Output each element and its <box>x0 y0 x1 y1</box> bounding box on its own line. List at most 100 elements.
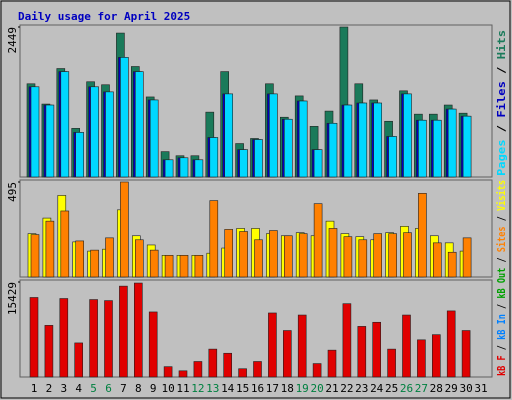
x-tick-label: 3 <box>60 382 67 395</box>
bar <box>193 361 203 378</box>
legend-entry: Pages <box>495 140 508 177</box>
bar <box>432 119 442 178</box>
bar <box>312 363 322 378</box>
bar <box>388 233 397 278</box>
legend: Pages / Files / Hits <box>495 30 508 176</box>
bar <box>254 139 263 178</box>
bar <box>418 193 427 278</box>
bar <box>149 249 159 278</box>
bar <box>297 314 307 378</box>
bar <box>30 234 40 278</box>
bar <box>402 314 411 378</box>
x-tick-label: 31 <box>474 382 487 395</box>
bar <box>223 352 232 378</box>
y-tick-label: 15429 <box>6 282 19 315</box>
bar <box>358 102 368 178</box>
x-tick-label: 5 <box>90 382 97 395</box>
legend-entry: kB In <box>495 314 508 340</box>
bar <box>298 233 308 278</box>
bar <box>254 239 263 278</box>
x-tick-label: 28 <box>430 382 443 395</box>
bar <box>417 339 426 378</box>
x-tick-label: 9 <box>150 382 157 395</box>
x-tick-label: 17 <box>266 382 279 395</box>
bar <box>59 298 69 378</box>
bar <box>328 122 338 178</box>
bar <box>105 91 114 178</box>
bar <box>90 249 99 278</box>
bar <box>238 368 247 378</box>
chart-title: Daily usage for April 2025 <box>18 10 190 23</box>
bar <box>269 230 278 278</box>
bar <box>283 235 293 278</box>
bar <box>343 104 353 178</box>
x-tick-label: 24 <box>370 382 384 395</box>
bar <box>135 71 144 178</box>
x-tick-label: 10 <box>161 382 174 395</box>
bar <box>60 71 70 178</box>
bar <box>373 233 383 278</box>
x-tick-label: 16 <box>251 382 264 395</box>
bar <box>119 285 128 378</box>
bar <box>343 236 353 278</box>
x-tick-label: 25 <box>385 382 398 395</box>
bar <box>462 237 472 278</box>
x-tick-label: 14 <box>221 382 235 395</box>
bar <box>209 137 219 178</box>
bar <box>164 159 174 178</box>
legend-entry: Visits <box>495 180 508 211</box>
legend-entry: Files <box>495 81 508 118</box>
bar <box>403 232 412 278</box>
bar <box>74 342 83 378</box>
x-tick-label: 7 <box>120 382 127 395</box>
bar <box>403 93 412 178</box>
legend-entry: kB F <box>495 355 508 376</box>
x-tick-label: 4 <box>75 382 82 395</box>
bar <box>447 251 457 278</box>
legend-separator: / <box>495 59 508 81</box>
x-tick-label: 22 <box>340 382 353 395</box>
bar <box>60 210 70 278</box>
bar <box>45 104 55 178</box>
bar <box>194 159 204 178</box>
bar <box>268 312 277 378</box>
bar <box>75 132 84 178</box>
legend-entry: Sites <box>495 226 508 252</box>
x-tick-label: 1 <box>31 382 38 395</box>
bar <box>327 349 337 378</box>
bar <box>298 100 308 178</box>
legend-separator: / <box>495 118 508 140</box>
bar <box>313 203 323 278</box>
bar <box>328 228 338 278</box>
bar <box>357 326 367 378</box>
bar <box>461 330 471 378</box>
legend-separator: / <box>495 340 508 355</box>
bar <box>104 300 113 378</box>
bar <box>45 220 55 278</box>
bar <box>179 157 189 178</box>
bar <box>135 239 144 278</box>
x-tick-label: 20 <box>310 382 323 395</box>
x-tick-label: 30 <box>459 382 472 395</box>
bar <box>282 330 292 378</box>
x-tick-label: 13 <box>206 382 219 395</box>
bar <box>134 282 143 378</box>
x-tick-label: 27 <box>415 382 428 395</box>
legend: kB F / kB In / kB Out / Sites / Visits <box>495 180 508 376</box>
x-tick-label: 18 <box>281 382 294 395</box>
bar <box>89 299 98 378</box>
bar <box>148 311 158 378</box>
bar <box>224 229 233 278</box>
bar <box>387 348 396 378</box>
bar <box>75 240 84 278</box>
bar <box>342 303 352 378</box>
bar <box>373 102 383 178</box>
bar <box>446 310 456 378</box>
bar <box>208 348 218 378</box>
bar <box>179 255 189 278</box>
bar <box>120 57 129 178</box>
bar <box>163 366 173 378</box>
x-tick-label: 8 <box>135 382 142 395</box>
x-tick-label: 26 <box>400 382 413 395</box>
